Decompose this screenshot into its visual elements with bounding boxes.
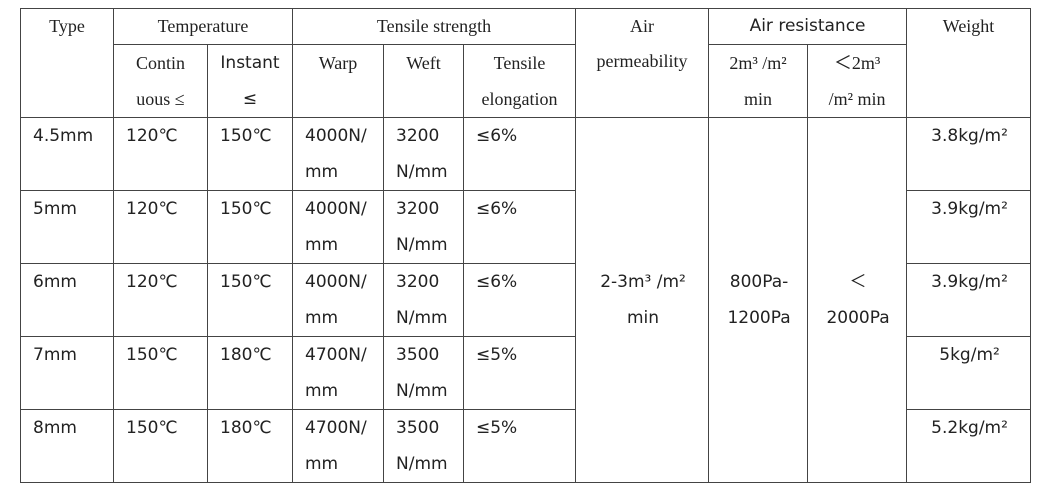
table-row: 8mm 150℃ 180℃ 4700N/ mm 3500 N/mm ≤5% 5.2kg/m²: [20, 409, 1032, 483]
header-cell: Weight: [906, 8, 1032, 118]
table-cell: 2-3m³ /m² min: [575, 117, 710, 483]
table-cell: 180℃: [207, 336, 293, 410]
table-cell: 3500 N/mm: [383, 409, 464, 483]
table-cell: ≤5%: [462, 409, 577, 483]
table-cell: 5.2kg/m²: [906, 409, 1032, 483]
table-row: 6mm 120℃ 150℃ 4000N/ mm 3200 N/mm ≤6% 3.9kg/m²: [20, 263, 1032, 337]
table-row: 7mm 150℃ 180℃ 4700N/ mm 3500 N/mm ≤5% 5kg/m²: [20, 336, 1032, 410]
table-body: 4.5mm 120℃ 150℃ 4000N/ mm 3200 N/mm ≤6% 2-3m³ …: [20, 117, 1032, 483]
table-cell: 120℃: [113, 263, 208, 337]
table-cell: 4000N/ mm: [292, 263, 384, 337]
table-cell: 5kg/m²: [906, 336, 1032, 410]
table-cell: 150℃: [113, 336, 208, 410]
table-cell: ≤6%: [462, 263, 577, 337]
table-cell: 150℃: [207, 190, 293, 264]
table-cell: ≤6%: [462, 190, 577, 264]
table-cell: 6mm: [20, 263, 114, 337]
table-cell: 3200 N/mm: [383, 190, 464, 264]
table-cell: 8mm: [20, 409, 114, 483]
table-cell: 3200 N/mm: [383, 263, 464, 337]
header-cell: Tensile elongation: [462, 44, 577, 118]
table-cell: 4700N/ mm: [292, 336, 384, 410]
table-cell: 3.9kg/m²: [906, 190, 1032, 264]
table-cell: 4000N/ mm: [292, 190, 384, 264]
table-cell: 150℃: [207, 117, 293, 191]
header-cell: Air permeability: [575, 8, 710, 118]
table-cell: 150℃: [113, 409, 208, 483]
table-cell: 120℃: [113, 117, 208, 191]
table-cell: 120℃: [113, 190, 208, 264]
header-cell: Warp: [292, 44, 384, 118]
table-row: 5mm 120℃ 150℃ 4000N/ mm 3200 N/mm ≤6% 3.9kg/m²: [20, 190, 1032, 264]
table-row: 4.5mm 120℃ 150℃ 4000N/ mm 3200 N/mm ≤6% 2-3m³ …: [20, 117, 1032, 483]
table-cell: 800Pa- 1200Pa: [708, 117, 809, 483]
header-cell: Temperature: [113, 8, 293, 45]
table-cell: 3500 N/mm: [383, 336, 464, 410]
table-cell: 3.9kg/m²: [906, 263, 1032, 337]
header-cell: Weft: [383, 44, 464, 118]
header-cell: Tensile strength: [291, 8, 577, 45]
table-cell: ＜ 2000Pa: [807, 117, 908, 483]
spec-table: Type Temperature Tensile strength Air pe…: [20, 8, 1032, 483]
header-cell: Air resistance: [708, 8, 908, 45]
header-cell: Instant ≤: [207, 44, 293, 118]
header-cell: ＜2m³ /m² min: [807, 44, 908, 118]
table-cell: 3.8kg/m²: [906, 117, 1032, 191]
table-cell: 4700N/ mm: [292, 409, 384, 483]
table-cell: ≤5%: [462, 336, 577, 410]
header-cell: 2m³ /m² min: [708, 44, 809, 118]
header-cell: Contin uous ≤: [113, 44, 208, 118]
table-cell: 7mm: [20, 336, 114, 410]
table-cell: ≤6%: [462, 117, 577, 191]
table-cell: 5mm: [20, 190, 114, 264]
table-cell: 4000N/ mm: [292, 117, 384, 191]
header-cell: Type: [20, 8, 114, 118]
table-cell: 180℃: [207, 409, 293, 483]
table-cell: 4.5mm: [20, 117, 114, 191]
table-cell: 3200 N/mm: [383, 117, 464, 191]
table-cell: 150℃: [207, 263, 293, 337]
